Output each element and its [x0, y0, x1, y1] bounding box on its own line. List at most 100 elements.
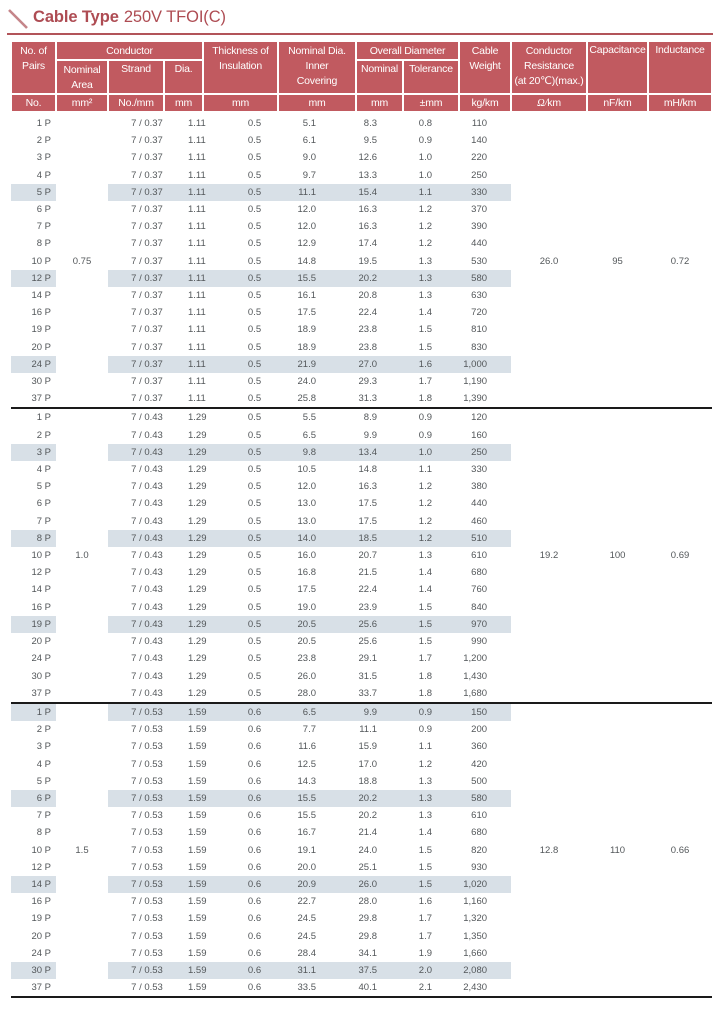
overall-dia-nominal-cell: 19.5 — [358, 255, 378, 267]
insulation-thickness-cell: 0.5 — [247, 550, 262, 562]
overall-dia-nominal-cell: 17.4 — [358, 238, 378, 250]
table-group-1.5: 1 P 1.5 7 / 0.53 1.59 0.6 6.5 9.9 0.9 150 12.8 110… — [11, 702, 713, 998]
dia-cell: 1.11 — [188, 341, 206, 353]
strand-cell: 7 / 0.37 — [131, 221, 163, 233]
pairs-cell: 30 P — [11, 961, 56, 980]
cable-weight-cell: 250 — [459, 443, 512, 462]
overall-dia-nominal-cell: 14.8 — [358, 464, 378, 476]
dia-cell: 1.29 — [188, 584, 207, 596]
cable-weight-cell: 500 — [471, 775, 488, 787]
insulation-thickness-cell: 0.5 — [247, 412, 262, 424]
overall-dia-nominal-cell: 16.3 — [358, 204, 378, 216]
cable-weight-cell: 970 — [459, 615, 512, 634]
unit-tolerance: ±mm — [401, 93, 461, 115]
cable-weight-cell: 760 — [471, 584, 488, 596]
strand-cell: 7 / 0.43 — [131, 429, 163, 441]
dia-cell: 1.11 — [188, 118, 206, 129]
table-row: 7 P 7 / 0.37 1.11 0.5 12.0 16.3 1.2 390 — [11, 218, 712, 235]
table-row: 24 P 7 / 0.53 1.59 0.6 28.4 34.1 1.9 1,660 — [11, 945, 712, 962]
insulation-thickness-cell: 0.5 — [247, 118, 262, 129]
dia-cell: 1.11 — [188, 152, 206, 164]
insulation-thickness-cell: 0.6 — [247, 930, 262, 942]
strand-cell: 7 / 0.37 — [131, 135, 163, 147]
dia-cell: 1.59 — [188, 810, 207, 822]
inner-covering-dia-cell: 20.9 — [278, 875, 356, 894]
insulation-thickness-cell: 0.5 — [247, 307, 262, 319]
tolerance-cell: 1.2 — [418, 204, 433, 216]
inner-covering-dia-cell: 15.5 — [297, 810, 317, 822]
pairs-cell: 16 P — [31, 307, 51, 319]
inner-covering-dia-cell: 17.5 — [297, 584, 317, 596]
insulation-thickness-cell: 0.5 — [247, 636, 262, 648]
overall-dia-nominal-cell: 25.6 — [356, 615, 403, 634]
overall-dia-nominal-cell: 24.0 — [358, 844, 378, 856]
table-row: 14 P 7 / 0.53 1.59 0.6 20.9 26.0 1.5 1,020 — [11, 875, 712, 894]
insulation-thickness-cell: 0.6 — [247, 844, 262, 856]
inner-covering-dia-cell: 6.5 — [278, 702, 356, 722]
pairs-cell: 5 P — [36, 481, 51, 493]
strand-cell: 7 / 0.37 — [131, 307, 163, 319]
capacitance-cell: 100 — [587, 408, 649, 703]
pairs-cell: 12 P — [31, 567, 51, 579]
table-row: 2 P 7 / 0.43 1.29 0.5 6.5 9.9 0.9 160 — [11, 427, 712, 444]
pairs-cell: 24 P — [31, 653, 51, 665]
inductance-cell: 0.72 — [648, 113, 713, 409]
overall-dia-nominal-cell: 37.5 — [356, 961, 403, 980]
table-row: 4 P 7 / 0.37 1.11 0.5 9.7 13.3 1.0 250 — [11, 167, 712, 184]
inner-covering-dia-cell: 16.0 — [297, 550, 317, 562]
cable-weight-cell: 110 — [471, 118, 488, 129]
dia-cell: 1.29 — [188, 498, 207, 510]
cable-weight-cell: 510 — [459, 529, 512, 548]
insulation-thickness-cell: 0.5 — [203, 443, 278, 462]
cable-weight-cell: 1,350 — [463, 930, 488, 942]
inner-covering-dia-cell: 9.8 — [278, 443, 356, 462]
dia-cell: 1.11 — [188, 221, 206, 233]
tolerance-cell: 1.1 — [418, 741, 433, 753]
insulation-thickness-cell: 0.5 — [247, 204, 262, 216]
tolerance-cell: 1.2 — [418, 758, 433, 770]
overall-dia-nominal-cell: 9.9 — [356, 702, 403, 722]
dia-cell: 1.29 — [188, 601, 207, 613]
tolerance-cell: 1.3 — [418, 290, 433, 302]
overall-dia-nominal-cell: 13.3 — [358, 169, 378, 181]
table-row: 14 P 7 / 0.37 1.11 0.5 16.1 20.8 1.3 630 — [11, 287, 712, 304]
table-row: 10 P 7 / 0.43 1.29 0.5 16.0 20.7 1.3 610 — [11, 547, 712, 564]
table-row: 19 P 7 / 0.53 1.59 0.6 24.5 29.8 1.7 1,320 — [11, 910, 712, 927]
strand-cell: 7 / 0.53 — [131, 827, 163, 839]
cable-weight-cell: 610 — [471, 810, 488, 822]
dia-cell: 1.11 — [188, 238, 206, 250]
overall-dia-nominal-cell: 20.7 — [358, 550, 378, 562]
strand-cell: 7 / 0.37 — [108, 183, 164, 202]
dia-cell: 1.59 — [188, 827, 207, 839]
pairs-cell: 1 P — [11, 702, 56, 722]
pairs-cell: 1 P — [36, 412, 51, 424]
tolerance-cell: 1.4 — [418, 584, 433, 596]
dia-cell: 1.59 — [188, 775, 207, 787]
cable-weight-cell: 1,160 — [463, 896, 488, 908]
overall-dia-nominal-cell: 20.8 — [358, 290, 378, 302]
cable-weight-cell: 330 — [459, 183, 512, 202]
tolerance-cell: 1.5 — [418, 601, 433, 613]
cable-weight-cell: 990 — [471, 636, 488, 648]
dia-cell: 1.29 — [188, 412, 207, 424]
strand-cell: 7 / 0.37 — [131, 324, 163, 336]
capacitance-cell: 110 — [587, 702, 649, 998]
dia-cell: 1.29 — [188, 550, 207, 562]
dia-cell: 1.59 — [188, 741, 207, 753]
pairs-cell: 6 P — [36, 498, 51, 510]
strand-cell: 7 / 0.53 — [108, 702, 164, 722]
table-row: 6 P 7 / 0.43 1.29 0.5 13.0 17.5 1.2 440 — [11, 495, 712, 512]
dia-cell: 1.59 — [188, 844, 207, 856]
pairs-cell: 5 P — [11, 183, 56, 202]
overall-dia-nominal-cell: 23.8 — [358, 341, 378, 353]
tolerance-cell: 1.9 — [418, 947, 433, 959]
header-overall-nominal: Nominal — [355, 59, 404, 95]
strand-cell: 7 / 0.53 — [131, 896, 163, 908]
pairs-cell: 3 P — [36, 741, 51, 753]
overall-dia-nominal-cell: 8.3 — [363, 118, 377, 129]
table-row: 37 P 7 / 0.43 1.29 0.5 28.0 33.7 1.8 1,680 — [11, 685, 712, 703]
dia-cell: 1.59 — [188, 930, 207, 942]
pairs-cell: 30 P — [31, 376, 51, 388]
dia-cell: 1.29 — [188, 567, 207, 579]
insulation-thickness-cell: 0.5 — [247, 584, 262, 596]
